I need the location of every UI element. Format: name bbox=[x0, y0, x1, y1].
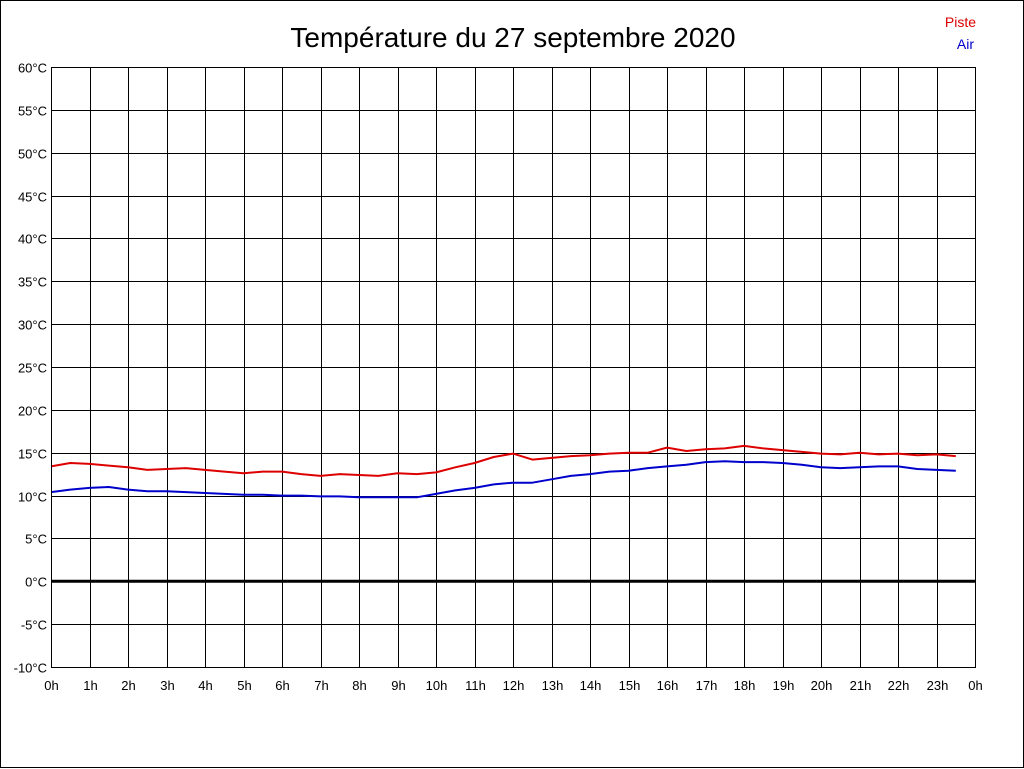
x-tick-label: 17h bbox=[696, 678, 718, 693]
y-tick-label: 25°C bbox=[18, 361, 47, 376]
series-line-piste bbox=[50, 444, 956, 477]
x-tick-label: 16h bbox=[657, 678, 679, 693]
legend-entry-piste: Piste bbox=[945, 14, 976, 30]
x-tick-label: 15h bbox=[619, 678, 641, 693]
x-tick-label: 2h bbox=[121, 678, 135, 693]
x-tick-label: 9h bbox=[391, 678, 405, 693]
chart-title: Température du 27 septembre 2020 bbox=[290, 22, 735, 53]
x-tick-label: 6h bbox=[275, 678, 289, 693]
legend-entry-air: Air bbox=[957, 36, 974, 52]
x-tick-label: 23h bbox=[927, 678, 949, 693]
x-tick-label: 11h bbox=[465, 678, 486, 693]
x-tick-label: 4h bbox=[198, 678, 212, 693]
grid bbox=[51, 67, 976, 668]
series-line-air bbox=[50, 460, 956, 499]
y-tick-label: 35°C bbox=[18, 275, 47, 290]
y-tick-label: 60°C bbox=[18, 61, 47, 76]
x-tick-label: 19h bbox=[773, 678, 795, 693]
axis-tick-labels: 60°C 55°C 50°C 45°C 40°C 35°C 30°C 25°C 20°C 15°C… bbox=[14, 61, 983, 694]
y-tick-label: 15°C bbox=[18, 447, 47, 462]
x-tick-label: 18h bbox=[734, 678, 756, 693]
y-tick-label: 5°C bbox=[25, 532, 47, 547]
plot-area-border bbox=[51, 67, 976, 668]
y-tick-label: 0°C bbox=[25, 575, 47, 590]
x-tick-label: 10h bbox=[426, 678, 448, 693]
y-tick-label: 20°C bbox=[18, 404, 47, 419]
x-tick-label: 14h bbox=[580, 678, 602, 693]
x-tick-label: 8h bbox=[352, 678, 366, 693]
x-tick-label: 3h bbox=[160, 678, 174, 693]
x-tick-label: 12h bbox=[503, 678, 525, 693]
x-tick-label: 20h bbox=[811, 678, 833, 693]
y-tick-label: -5°C bbox=[21, 618, 47, 633]
y-tick-label: 55°C bbox=[18, 104, 47, 119]
x-tick-label: 1h bbox=[83, 678, 97, 693]
x-tick-label: 21h bbox=[850, 678, 872, 693]
x-tick-label: 13h bbox=[542, 678, 564, 693]
series-lines bbox=[50, 444, 956, 499]
y-tick-label: 40°C bbox=[18, 232, 47, 247]
x-tick-label: 0h bbox=[968, 678, 982, 693]
x-tick-label: 0h bbox=[44, 678, 58, 693]
x-tick-label: 7h bbox=[314, 678, 328, 693]
x-tick-label: 5h bbox=[237, 678, 251, 693]
y-tick-label: 50°C bbox=[18, 147, 47, 162]
y-tick-label: -10°C bbox=[14, 661, 47, 676]
x-tick-label: 22h bbox=[888, 678, 910, 693]
y-tick-label: 30°C bbox=[18, 318, 47, 333]
y-tick-label: 10°C bbox=[18, 490, 47, 505]
y-tick-label: 45°C bbox=[18, 190, 47, 205]
